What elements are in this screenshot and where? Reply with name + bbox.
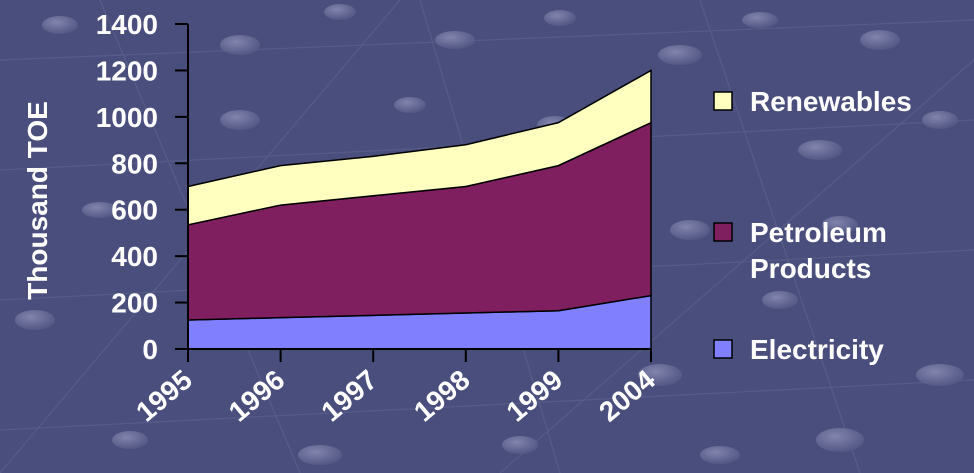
x-tick-label: 1999 (501, 364, 569, 428)
y-axis-title: Thousand TOE (22, 101, 53, 300)
legend-swatch-electricity (713, 339, 733, 359)
y-tick-label: 400 (111, 241, 158, 272)
y-tick-label: 800 (111, 148, 158, 179)
y-tick-label: 600 (111, 195, 158, 226)
x-tick-label: 1996 (223, 364, 291, 428)
x-tick-label: 2004 (593, 364, 661, 428)
x-tick-label: 1997 (315, 364, 383, 428)
x-tick-label: 1995 (130, 364, 198, 428)
legend: Renewables Petroleum Products Electricity (713, 86, 912, 365)
y-tick-label: 1200 (96, 55, 158, 86)
y-tick-label: 1400 (96, 9, 158, 40)
y-axis-ticks: 0 200 400 600 800 1000 1200 1400 (96, 9, 188, 365)
y-tick-label: 1000 (96, 102, 158, 133)
y-tick-label: 200 (111, 288, 158, 319)
x-axis-ticks: 1995 1996 1997 1998 1999 2004 (130, 349, 661, 428)
axes (187, 24, 651, 350)
legend-label-petroleum-products: Petroleum Products (750, 217, 887, 284)
legend-swatch-renewables (713, 91, 733, 111)
y-tick-label: 0 (142, 334, 158, 365)
legend-label-electricity: Electricity (750, 334, 884, 365)
x-tick-label: 1998 (408, 364, 476, 428)
legend-label-renewables: Renewables (750, 86, 912, 117)
legend-swatch-petroleum-products (713, 222, 733, 242)
area-renewables (187, 69, 652, 226)
series-areas (187, 69, 652, 350)
